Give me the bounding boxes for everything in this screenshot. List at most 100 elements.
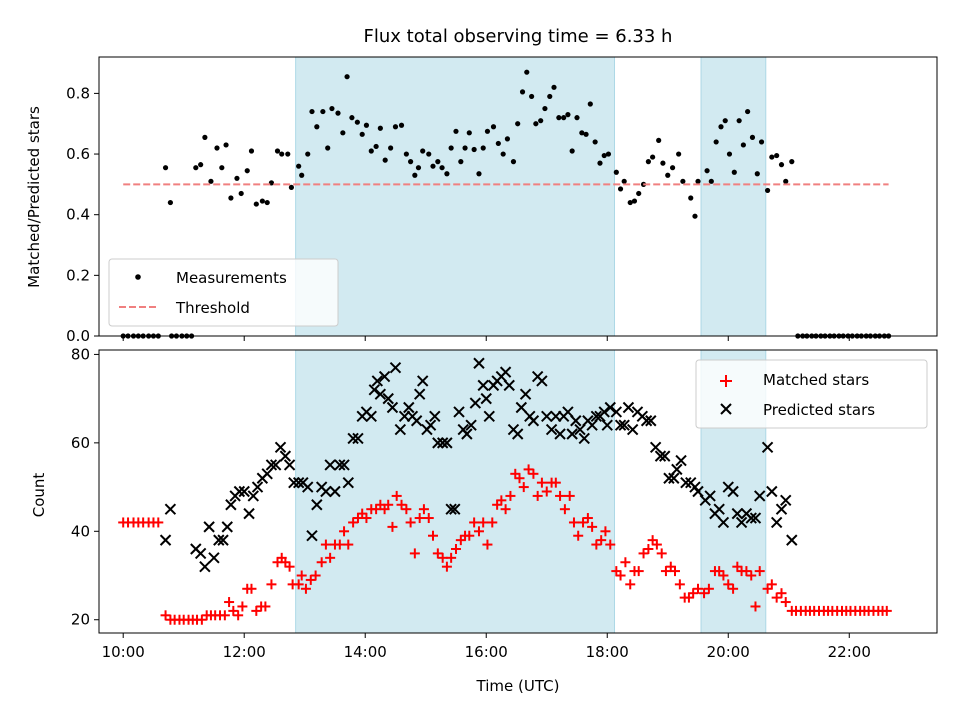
matched-stars-point (536, 477, 547, 488)
legend-label-threshold: Threshold (175, 299, 250, 317)
predicted-stars-point (570, 415, 582, 427)
predicted-stars-point (199, 560, 211, 573)
measurements-point (408, 159, 414, 165)
top-y-tick-label: 0.4 (66, 206, 90, 224)
predicted-stars-point (566, 428, 578, 440)
measurements-point (660, 160, 666, 166)
predicted-stars-point (770, 516, 783, 529)
measurements-point (466, 130, 472, 136)
predicted-stars-point (604, 401, 616, 414)
matched-stars-point (348, 517, 359, 528)
matched-stars-point (600, 526, 611, 537)
x-axis-label: Time (UTC) (476, 677, 560, 695)
matched-stars-point (432, 548, 443, 559)
measurements-point (214, 145, 220, 151)
measurements-point (335, 110, 341, 116)
measurements-point (299, 172, 305, 178)
matched-stars-point (237, 601, 248, 612)
matched-stars-point (656, 548, 667, 559)
predicted-stars-point (334, 459, 346, 471)
predicted-stars-point (461, 428, 473, 440)
matched-stars-point (224, 597, 235, 608)
measurements-point (471, 146, 477, 153)
matched-stars-point (339, 526, 350, 537)
measurements-point (458, 159, 464, 165)
measurements-point (234, 175, 240, 181)
matched-stars-point (523, 464, 534, 475)
measurements-point (198, 162, 204, 168)
matched-stars-point (401, 504, 412, 515)
matched-stars-point (518, 482, 529, 493)
predicted-stars-point (745, 512, 757, 524)
matched-stars-point (482, 539, 493, 550)
predicted-stars-point (445, 503, 457, 515)
bottom-y-axis-label: Count (30, 473, 48, 518)
matched-stars-point (260, 601, 271, 612)
matched-stars-point (625, 579, 636, 590)
measurements-point (613, 169, 619, 175)
measurements-point (415, 165, 422, 171)
measurements-point (731, 169, 737, 175)
measurements-point (519, 89, 526, 95)
predicted-stars-point (626, 423, 639, 436)
top-y-tick-label: 0.6 (66, 145, 90, 163)
bottom-y-tick-label: 20 (71, 611, 90, 629)
measurements-point (344, 74, 350, 80)
matched-stars-point (699, 588, 710, 599)
predicted-stars-point (735, 516, 748, 529)
predicted-stars-point (640, 415, 653, 427)
measurements-point (500, 151, 506, 157)
matched-stars-point (427, 530, 438, 541)
matched-stars-point (441, 561, 452, 572)
predicted-stars-point (394, 423, 407, 436)
matched-stars-point (505, 490, 516, 501)
matched-stars-point (615, 570, 626, 581)
matched-stars-point (587, 521, 598, 532)
measurements-point (510, 159, 517, 165)
predicted-stars-point (306, 530, 318, 542)
predicted-stars-point (675, 454, 687, 467)
predicted-stars-point (449, 503, 461, 515)
matched-stars-point (219, 610, 230, 621)
bottom-plot-frame (98, 349, 938, 634)
predicted-stars-point (477, 379, 489, 392)
predicted-stars-point (503, 379, 515, 392)
predicted-stars-point (541, 410, 553, 423)
predicted-stars-point (386, 401, 399, 414)
matched-stars-point (296, 570, 307, 581)
predicted-stars-point (645, 415, 657, 427)
predicted-stars-point (378, 370, 391, 383)
predicted-stars-point (610, 406, 623, 418)
measurements-point (688, 195, 694, 201)
matched-stars-point (387, 521, 398, 532)
measurements-point (412, 172, 418, 178)
matched-stars-point (233, 610, 244, 621)
measurements-point (388, 145, 394, 151)
measurements-point (783, 178, 789, 184)
matched-stars-point (776, 588, 787, 599)
measurements-point (329, 105, 335, 112)
predicted-stars-point (499, 366, 512, 378)
measurements-point (448, 145, 454, 151)
predicted-stars-point (371, 375, 384, 387)
measurements-point (253, 201, 259, 207)
predicted-stars-point (601, 419, 613, 431)
measurements-point (305, 151, 311, 157)
measurements-point (774, 152, 780, 159)
predicted-stars-point (403, 401, 415, 414)
predicted-stars-point (352, 432, 364, 445)
measurements-point (444, 171, 450, 177)
measurements-point (695, 178, 701, 184)
measurements-point (656, 137, 662, 143)
predicted-stars-point (654, 450, 667, 462)
matched-stars-point (514, 473, 525, 484)
matched-stars-point (246, 583, 257, 594)
bottom-legend: Matched stars Predicted stars (695, 359, 928, 429)
measurements-point (650, 154, 656, 160)
matched-stars-point (473, 526, 484, 537)
measurements-point (529, 93, 535, 100)
bottom-x-tick-label: 18:00 (586, 643, 629, 661)
predicted-stars-point (429, 410, 441, 423)
matched-stars-point (555, 490, 566, 501)
